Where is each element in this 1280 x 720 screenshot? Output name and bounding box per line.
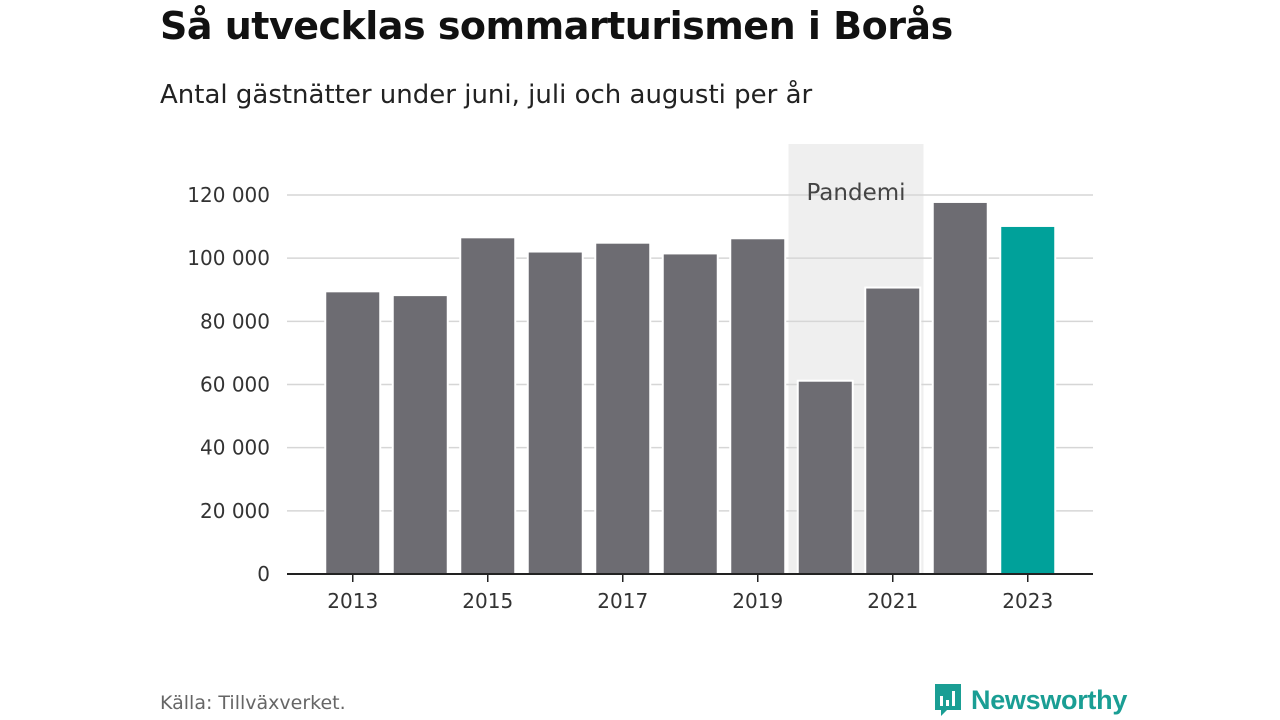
bar-2016 bbox=[526, 250, 584, 575]
y-tick-label: 0 bbox=[257, 562, 270, 586]
pandemic-label: Pandemi bbox=[806, 180, 905, 206]
y-tick-label: 20 000 bbox=[200, 499, 270, 523]
y-tick-label: 60 000 bbox=[200, 373, 270, 397]
y-tick-label: 100 000 bbox=[187, 246, 270, 270]
x-tick-label: 2019 bbox=[732, 589, 783, 613]
bar-2020 bbox=[796, 379, 854, 575]
brand-name: Newsworthy bbox=[971, 684, 1128, 715]
bar-2023 bbox=[999, 224, 1057, 575]
source-note: Källa: Tillväxverket. bbox=[160, 692, 346, 714]
x-tick-label: 2017 bbox=[597, 589, 648, 613]
chart-title: Så utvecklas sommarturismen i Borås bbox=[160, 4, 953, 48]
bar-2017 bbox=[594, 241, 652, 575]
bar-2019 bbox=[729, 237, 787, 575]
bar-2021 bbox=[864, 286, 922, 575]
y-tick-label: 120 000 bbox=[187, 183, 270, 207]
x-tick-label: 2015 bbox=[462, 589, 513, 613]
x-tick-label: 2023 bbox=[1002, 589, 1053, 613]
bar-2018 bbox=[661, 252, 719, 575]
chart-subtitle: Antal gästnätter under juni, juli och au… bbox=[160, 80, 813, 110]
x-tick-label: 2021 bbox=[867, 589, 918, 613]
bar-2022 bbox=[931, 200, 989, 575]
y-tick-label: 80 000 bbox=[200, 309, 270, 333]
brand-logo: Newsworthy bbox=[933, 682, 1127, 718]
bar-2013 bbox=[324, 290, 382, 575]
x-tick-label: 2013 bbox=[327, 589, 378, 613]
bar-chart-speech-bubble-icon bbox=[935, 684, 961, 716]
bar-2014 bbox=[391, 294, 449, 575]
y-tick-label: 40 000 bbox=[200, 436, 270, 460]
bar-2015 bbox=[459, 236, 517, 576]
